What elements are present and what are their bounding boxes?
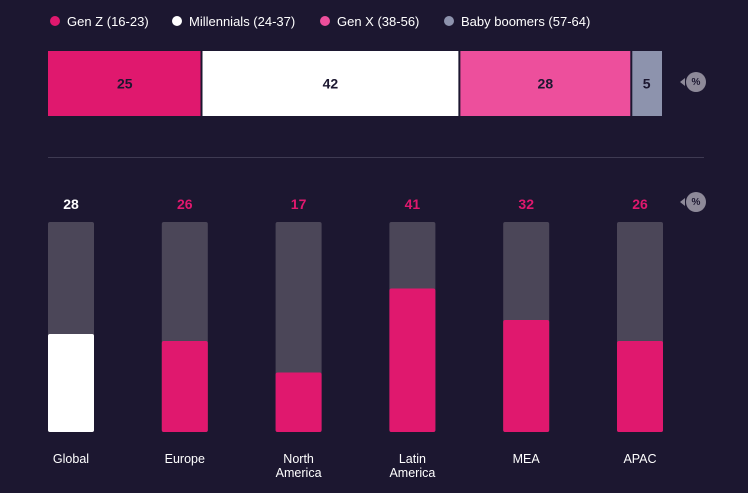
divider <box>48 157 704 158</box>
legend-label: Gen Z (16-23) <box>67 14 149 29</box>
legend-swatch <box>172 16 182 26</box>
column-value-label: 41 <box>405 196 421 212</box>
column-value-label: 32 <box>518 196 534 212</box>
column-category-label: MEA <box>513 452 541 466</box>
legend-swatch <box>444 16 454 26</box>
column-value-label: 28 <box>63 196 79 212</box>
column-category-label: Europe <box>165 452 205 466</box>
stacked-value-label: 42 <box>323 76 339 92</box>
stacked-bar: 25 42 28 5 <box>48 51 662 116</box>
percent-unit-badge-bottom: % <box>680 192 706 212</box>
segment-gap <box>458 51 461 116</box>
stacked-value-label: 28 <box>538 76 554 92</box>
column-value-label: 17 <box>291 196 307 212</box>
segment-gap <box>630 51 633 116</box>
column-value-label: 26 <box>177 196 193 212</box>
stacked-value-label: 5 <box>643 76 651 92</box>
stacked-segment <box>48 51 202 116</box>
stacked-segment <box>459 51 632 116</box>
legend-label: Gen X (38-56) <box>337 14 419 29</box>
column-category-label: Latin <box>399 452 426 466</box>
stacked-value-label: 25 <box>117 76 133 92</box>
column-bar <box>48 334 94 432</box>
column-category-label: Global <box>53 452 89 466</box>
column-bar <box>275 372 322 432</box>
region-columns: 28Global26Europe17NorthAmerica41LatinAme… <box>48 196 663 480</box>
legend-label: Millennials (24-37) <box>189 14 295 29</box>
stacked-segment <box>631 51 662 116</box>
column-category-label: North <box>283 452 314 466</box>
column-category-label: America <box>389 466 435 480</box>
column-category-label: America <box>276 466 322 480</box>
percent-unit-badge-top: % <box>680 72 706 92</box>
legend-label: Baby boomers (57-64) <box>461 14 590 29</box>
column-category-label: APAC <box>623 452 656 466</box>
column-value-label: 26 <box>632 196 648 212</box>
column-bar <box>389 288 436 432</box>
legend: Gen Z (16-23) Millennials (24-37) Gen X (3… <box>50 14 590 29</box>
segment-gap <box>200 51 203 116</box>
legend-swatch <box>50 16 60 26</box>
column-bar <box>617 341 663 432</box>
legend-swatch <box>320 16 330 26</box>
column-bar <box>161 341 208 432</box>
column-bar <box>503 320 550 432</box>
stacked-segment <box>201 51 460 116</box>
